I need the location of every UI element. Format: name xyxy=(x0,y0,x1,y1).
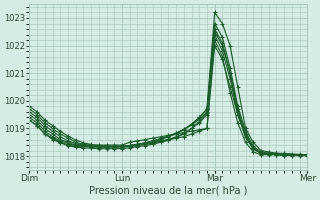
X-axis label: Pression niveau de la mer( hPa ): Pression niveau de la mer( hPa ) xyxy=(89,186,248,196)
